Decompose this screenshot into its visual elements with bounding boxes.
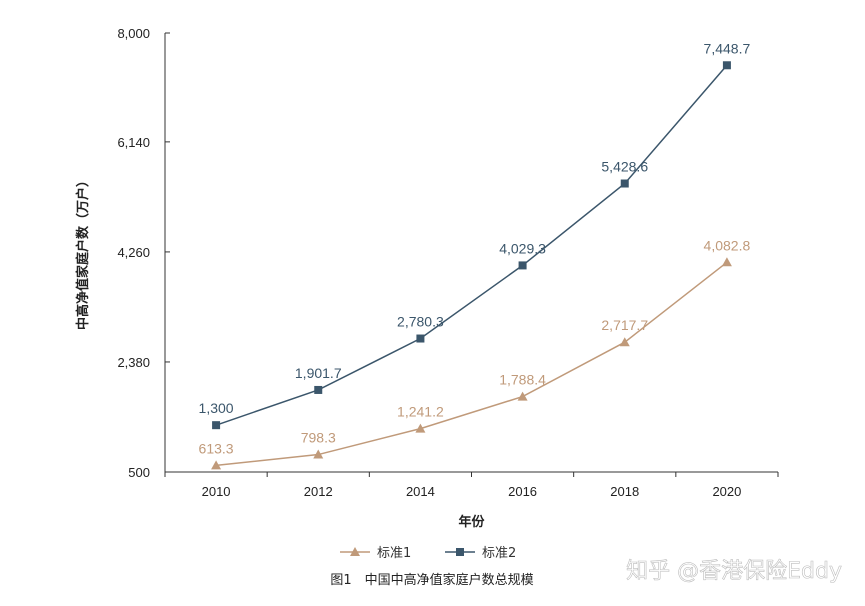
data-point <box>620 179 629 188</box>
series-line <box>216 261 728 467</box>
triangle-marker-icon <box>350 547 360 556</box>
legend: 标准1 标准2 <box>340 546 516 561</box>
data-point <box>416 334 425 343</box>
data-label: 1,241.2 <box>397 404 444 420</box>
data-point <box>517 391 528 401</box>
y-tick-label: 500 <box>128 465 150 480</box>
data-label: 613.3 <box>199 440 234 456</box>
legend-label: 标准2 <box>482 546 516 561</box>
y-tick-label: 4,260 <box>117 245 150 260</box>
data-point <box>212 421 221 430</box>
figure-caption: 图1 中国中高净值家庭户数总规模 <box>330 572 533 588</box>
data-point <box>415 423 426 433</box>
series-1: 613.3 798.3 1,241.2 1,788.4 2,717.7 4,082.8 <box>199 237 751 470</box>
data-point <box>722 61 731 70</box>
data-label: 5,428.6 <box>601 159 648 175</box>
x-tick-label: 2012 <box>304 484 333 499</box>
data-point <box>518 261 527 270</box>
data-point <box>211 460 222 470</box>
data-point <box>314 385 323 394</box>
x-tick-label: 2016 <box>508 484 537 499</box>
data-label: 2,780.3 <box>397 314 444 330</box>
x-tick-label: 2018 <box>610 484 639 499</box>
data-label: 798.3 <box>301 430 336 446</box>
legend-label: 标准1 <box>377 546 411 561</box>
data-point <box>313 449 324 459</box>
data-point <box>721 257 732 267</box>
plot-area: 500 2,380 4,260 6,140 8,000 2010 2012 2014 2016 2… <box>117 26 779 499</box>
data-point <box>619 337 630 347</box>
data-label: 1,901.7 <box>295 365 342 381</box>
watermark-text: 知乎 @香港保险Eddy <box>626 559 842 584</box>
y-axis-title: 中高净值家庭户数（万户） <box>75 174 91 330</box>
x-tick-label: 2010 <box>202 484 231 499</box>
data-label: 4,082.8 <box>704 237 751 253</box>
series-line <box>215 64 728 426</box>
data-label: 2,717.7 <box>601 317 648 333</box>
series-2: 1,300 1,901.7 2,780.3 4,029.3 5,428.6 7,448.7 <box>199 40 751 430</box>
legend-item-2: 标准2 <box>445 546 516 561</box>
y-tick-label: 2,380 <box>117 355 150 370</box>
data-label: 4,029.3 <box>499 240 546 256</box>
data-label: 7,448.7 <box>704 40 751 56</box>
data-label: 1,788.4 <box>499 372 546 388</box>
x-tick-label: 2014 <box>406 484 435 499</box>
y-tick-label: 8,000 <box>117 26 150 41</box>
data-label: 1,300 <box>199 400 234 416</box>
square-marker-icon <box>456 548 464 556</box>
y-tick-label: 6,140 <box>117 135 150 150</box>
x-axis-title: 年份 <box>458 514 485 530</box>
x-tick-label: 2020 <box>712 484 741 499</box>
legend-item-1: 标准1 <box>340 546 411 561</box>
